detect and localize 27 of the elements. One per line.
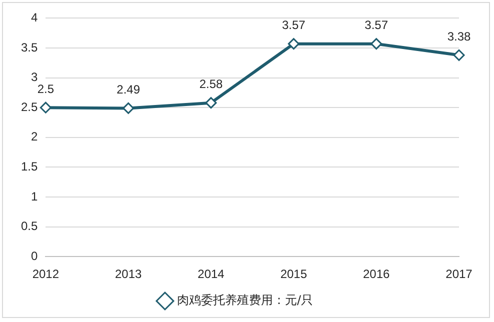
y-tick-label: 4 <box>30 10 38 25</box>
data-label: 3.57 <box>364 18 388 32</box>
point <box>205 97 217 109</box>
y-tick-label: 2.5 <box>20 100 38 114</box>
point <box>370 38 382 50</box>
point <box>122 102 134 114</box>
y-tick-label: 3.5 <box>20 40 38 54</box>
y-tick-label: 1 <box>30 189 38 204</box>
y-tick-label: 3 <box>30 70 38 84</box>
y-tick-label: 1.5 <box>20 160 38 174</box>
data-label: 2.58 <box>199 77 224 92</box>
y-tick-label: 0.5 <box>20 219 38 234</box>
x-tick-label: 2017 <box>446 267 473 282</box>
y-tick-label: 2 <box>30 130 38 144</box>
legend-label: 肉鸡委托养殖费用：元/只 <box>176 293 314 308</box>
x-tick-label: 2013 <box>114 267 142 282</box>
x-tick-label: 2014 <box>198 267 225 282</box>
point <box>288 38 300 50</box>
y-tick-label: 0 <box>30 248 38 263</box>
point <box>453 49 465 61</box>
x-tick-label: 2015 <box>280 267 308 282</box>
point <box>40 102 52 114</box>
x-tick-label: 2012 <box>32 267 60 282</box>
data-label: 3.38 <box>447 29 471 44</box>
data-label: 2.49 <box>116 82 140 97</box>
data-label: 3.57 <box>282 18 306 32</box>
x-tick-label: 2016 <box>362 267 390 282</box>
